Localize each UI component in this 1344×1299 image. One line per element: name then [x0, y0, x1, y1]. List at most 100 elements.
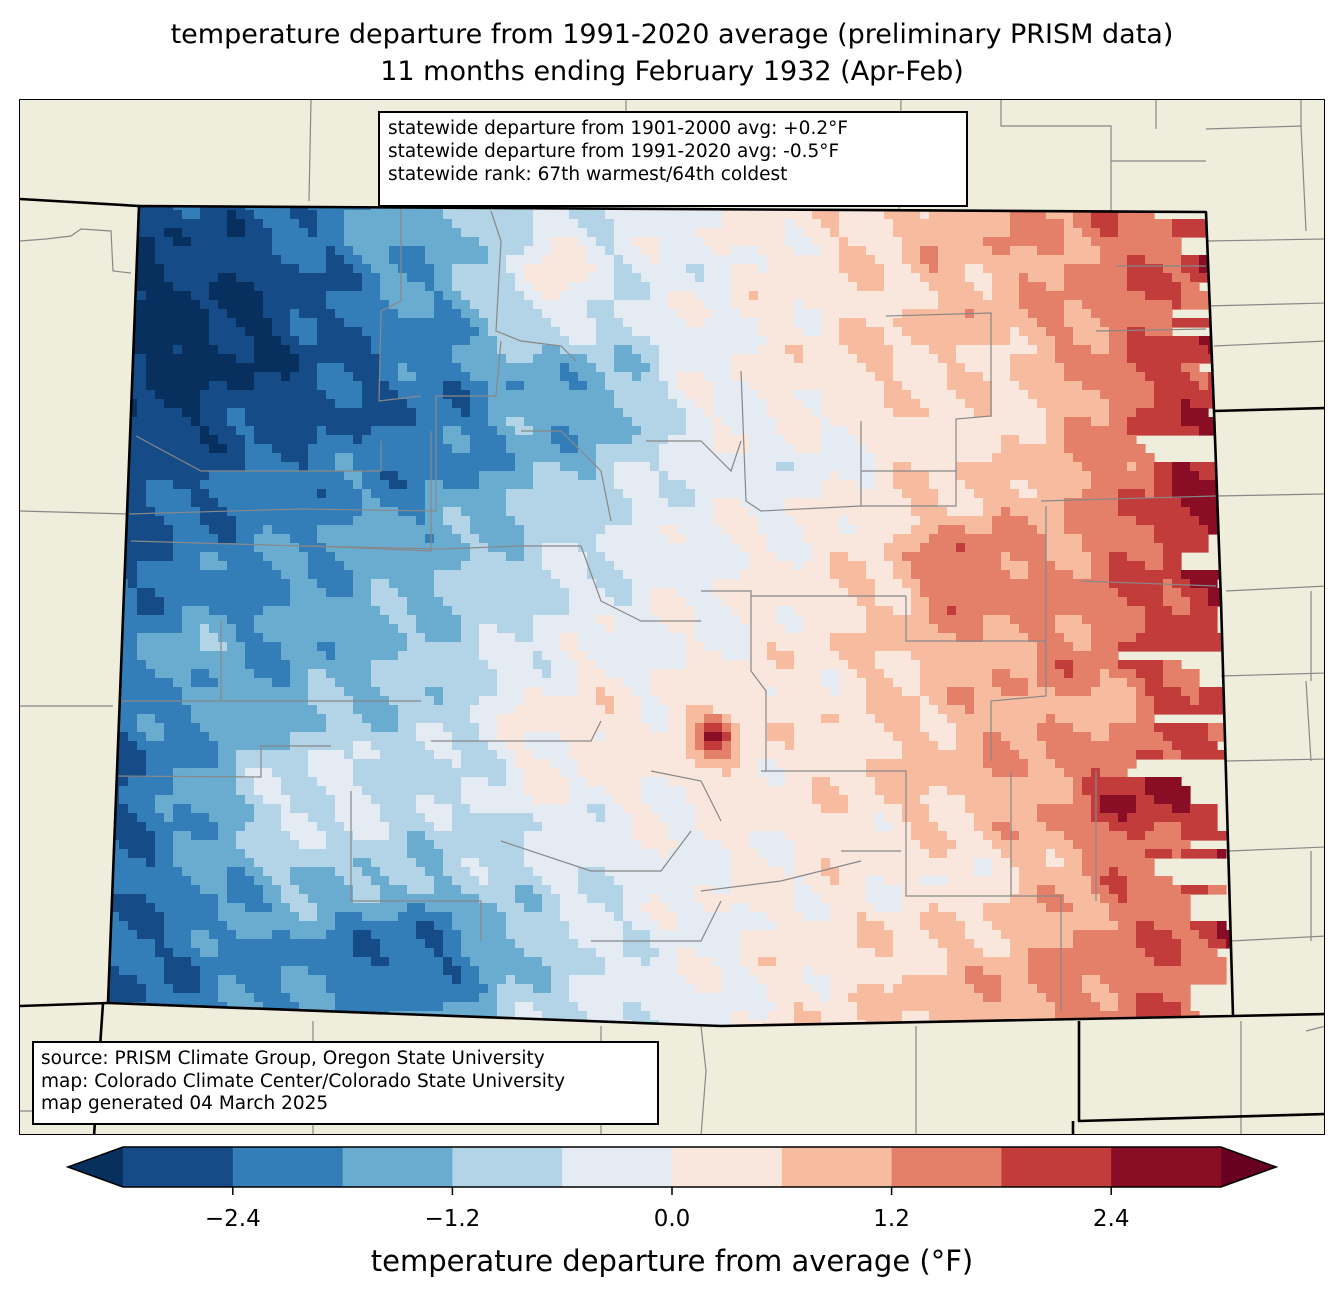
- contour-cell: [785, 867, 795, 877]
- contour-cell: [911, 651, 1038, 661]
- contour-cell: [497, 723, 651, 733]
- contour-cell: [596, 453, 660, 463]
- contour-cell: [659, 363, 732, 373]
- contour-cell: [1073, 210, 1092, 220]
- contour-cell: [344, 210, 444, 220]
- contour-cell: [108, 894, 111, 904]
- contour-cell: [263, 894, 282, 904]
- contour-cell: [1046, 903, 1074, 913]
- contour-cell: [641, 777, 669, 787]
- contour-cell: [389, 579, 435, 589]
- contour-cell: [794, 309, 822, 319]
- contour-cell: [308, 759, 354, 769]
- contour-cell: [785, 498, 912, 508]
- contour-cell: [209, 471, 345, 481]
- contour-cell: [866, 318, 894, 328]
- contour-cell: [722, 768, 732, 778]
- contour-cell: [1127, 345, 1209, 355]
- contour-cell: [497, 336, 570, 346]
- contour-cell: [209, 291, 264, 301]
- contour-cell: [1091, 471, 1155, 481]
- contour-cell: [227, 507, 363, 517]
- contour-cell: [1100, 246, 1182, 256]
- contour-cell: [1163, 669, 1200, 679]
- contour-cell: [407, 885, 435, 895]
- contour-cell: [108, 354, 147, 364]
- contour-cell: [191, 489, 210, 499]
- contour-cell: [974, 309, 1029, 319]
- contour-cell: [794, 390, 822, 400]
- contour-cell: [1082, 858, 1155, 868]
- contour-cell: [317, 210, 345, 220]
- county-boundary: [885, 312, 992, 471]
- contour-cell: [108, 984, 147, 994]
- contour-cell: [1010, 939, 1074, 949]
- contour-cell: [713, 381, 750, 391]
- contour-cell: [1064, 219, 1074, 229]
- contour-cell: [560, 579, 597, 589]
- contour-cell: [434, 921, 453, 931]
- contour-cell: [227, 381, 255, 391]
- contour-cell: [389, 822, 435, 832]
- contour-cell: [1109, 984, 1191, 994]
- contour-cell: [1082, 777, 1146, 787]
- contour-cell: [794, 651, 840, 661]
- contour-cell: [1136, 633, 1227, 643]
- contour-cell: [1208, 588, 1227, 598]
- contour-cell: [326, 390, 363, 400]
- contour-cell: [1172, 930, 1200, 940]
- contour-cell: [1154, 381, 1200, 391]
- contour-cell: [254, 426, 318, 436]
- contour-cell: [551, 246, 588, 256]
- contour-cell: [866, 678, 894, 688]
- contour-cell: [578, 372, 606, 382]
- contour-cell: [1199, 381, 1209, 391]
- contour-cell: [686, 651, 723, 661]
- contour-cell: [821, 894, 867, 904]
- contour-cell: [596, 444, 660, 454]
- contour-cell: [1037, 345, 1056, 355]
- contour-cell: [317, 372, 354, 382]
- contour-cell: [1154, 525, 1209, 535]
- contour-cell: [353, 768, 507, 778]
- contour-cell: [470, 300, 534, 310]
- contour-cell: [641, 426, 687, 436]
- contour-cell: [767, 993, 822, 1003]
- contour-cell: [218, 975, 237, 985]
- contour-cell: [398, 651, 480, 661]
- contour-cell: [110, 480, 129, 490]
- contour-cell: [632, 264, 687, 274]
- contour-cell: [317, 912, 336, 922]
- contour-cell: [191, 930, 210, 940]
- contour-cell: [299, 363, 318, 373]
- contour-cell: [227, 876, 255, 886]
- contour-cell: [1064, 858, 1083, 868]
- contour-cell: [929, 606, 948, 616]
- colorbar-segment: [562, 1147, 673, 1187]
- contour-cell: [146, 660, 246, 670]
- contour-cell: [353, 948, 381, 958]
- contour-cell: [443, 597, 570, 607]
- contour-cell: [623, 489, 660, 499]
- contour-cell: [794, 885, 813, 895]
- contour-cell: [108, 939, 156, 949]
- contour-cell: [326, 714, 363, 724]
- contour-cell: [245, 849, 408, 859]
- colorbar-segment: [781, 1147, 893, 1187]
- contour-cell: [1055, 714, 1137, 724]
- contour-cell: [965, 264, 984, 274]
- contour-cell: [263, 309, 291, 319]
- contour-cell: [110, 642, 138, 652]
- contour-cell: [605, 867, 732, 877]
- contour-cell: [1028, 561, 1056, 571]
- contour-cell: [785, 228, 804, 238]
- contour-cell: [614, 912, 624, 922]
- contour-cell: [668, 714, 687, 724]
- contour-cell: [848, 804, 903, 814]
- contour-cell: [443, 435, 471, 445]
- contour-cell: [803, 525, 840, 535]
- contour-cell: [164, 921, 228, 931]
- contour-cell: [317, 534, 426, 544]
- contour-cell: [146, 984, 174, 994]
- contour-cell: [731, 1020, 795, 1026]
